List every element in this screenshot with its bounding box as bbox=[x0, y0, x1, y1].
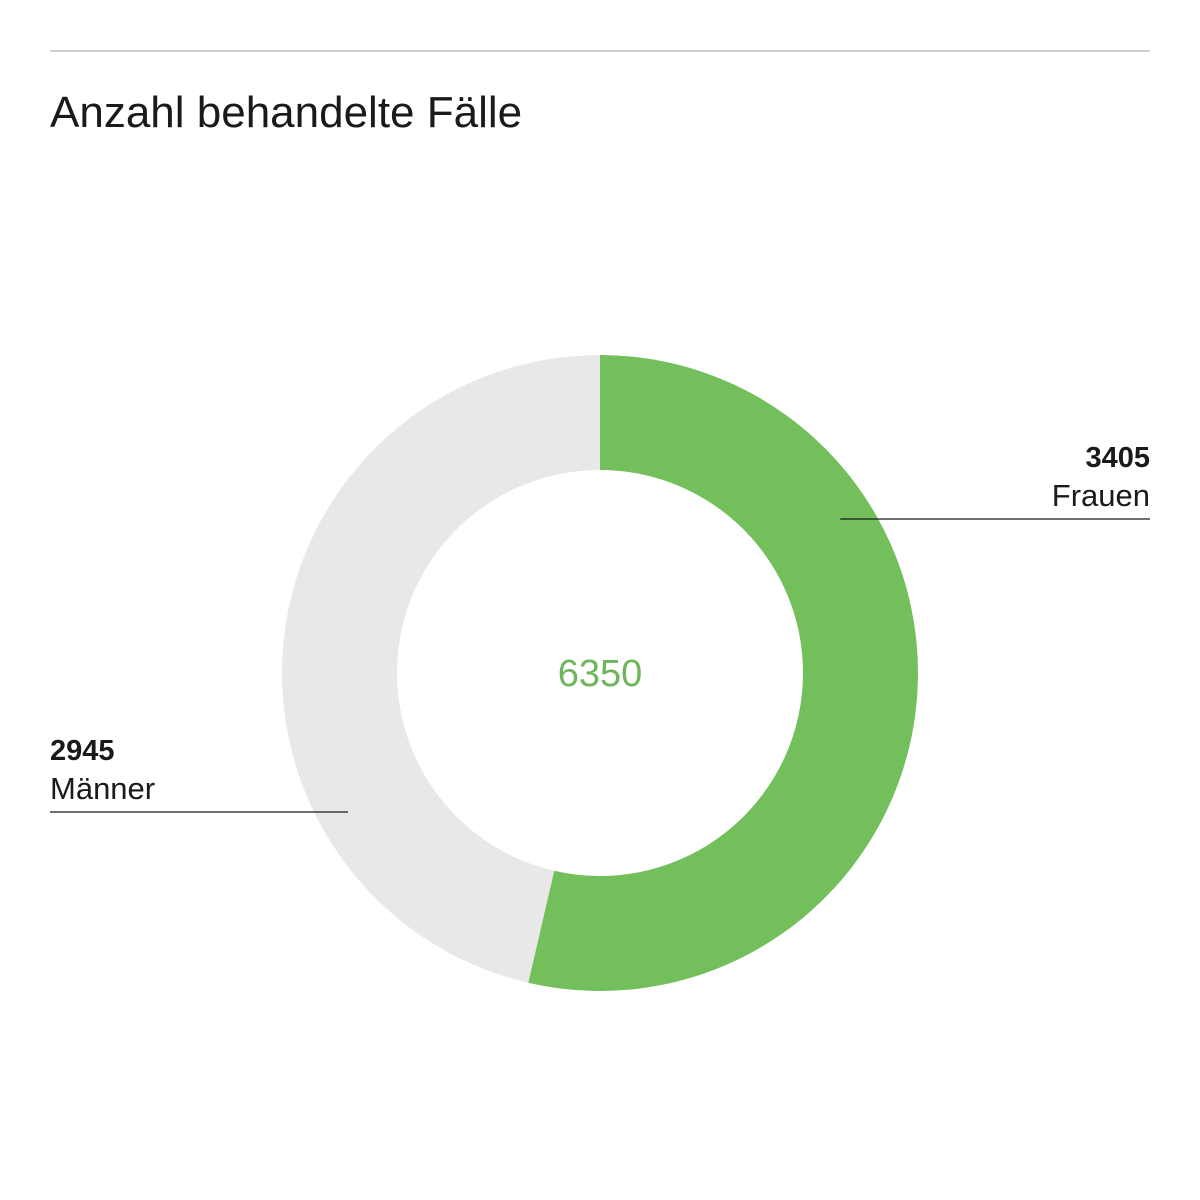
donut-slice-1 bbox=[282, 355, 600, 983]
donut-center-total: 6350 bbox=[558, 653, 643, 695]
slice-value-label-1: 2945 bbox=[50, 735, 115, 767]
top-divider bbox=[50, 50, 1150, 52]
chart-title: Anzahl behandelte Fälle bbox=[50, 88, 523, 137]
slice-name-label-0: Frauen bbox=[1052, 478, 1150, 513]
donut-slice-0 bbox=[528, 355, 919, 992]
slice-value-label-0: 3405 bbox=[1085, 442, 1150, 474]
slice-name-label-1: Männer bbox=[50, 771, 155, 806]
